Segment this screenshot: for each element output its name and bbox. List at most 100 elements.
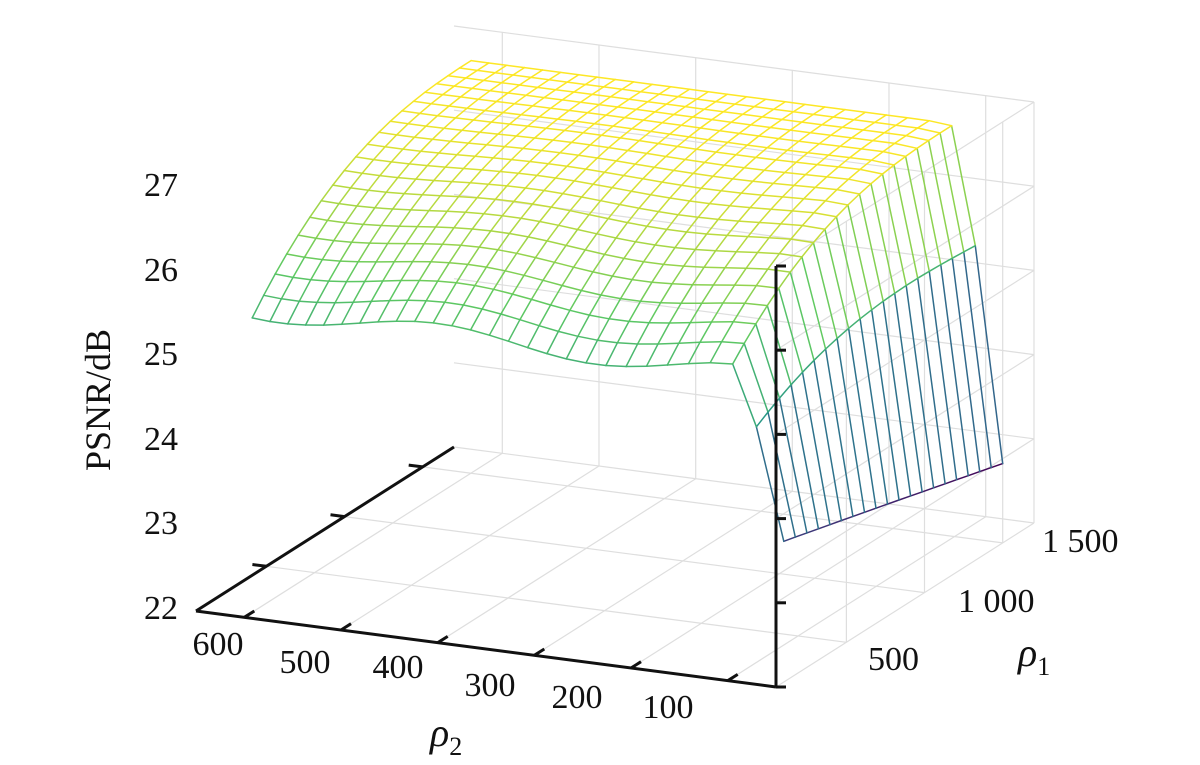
surface-mesh-segment xyxy=(588,213,609,220)
surface-mesh-segment xyxy=(849,156,873,161)
surface-mesh-segment xyxy=(746,135,760,146)
surface-mesh-segment xyxy=(784,161,798,174)
surface-mesh-segment xyxy=(724,250,738,269)
surface-mesh-segment xyxy=(850,137,874,142)
surface-mesh-segment xyxy=(642,111,656,121)
surface-mesh-segment xyxy=(600,275,614,296)
surface-mesh-segment xyxy=(743,156,757,169)
surface-mesh-segment xyxy=(451,180,471,184)
surface-mesh-segment xyxy=(545,127,566,132)
surface-mesh-segment xyxy=(251,317,271,323)
surface-mesh-segment xyxy=(412,100,432,105)
surface-mesh-segment xyxy=(837,156,851,168)
surface-mesh-segment xyxy=(462,304,483,310)
surface-mesh-segment xyxy=(542,261,556,282)
surface-mesh-segment xyxy=(579,101,600,106)
surface-mesh-segment xyxy=(744,302,769,307)
surface-mesh-segment xyxy=(592,253,606,273)
surface-mesh-segment xyxy=(511,274,525,295)
surface-mesh-segment xyxy=(531,105,552,109)
surface-mesh-segment xyxy=(940,257,954,266)
surface-mesh-segment xyxy=(772,171,786,185)
surface-mesh-segment xyxy=(492,145,506,159)
surface-mesh-segment xyxy=(274,253,288,275)
surface-mesh-segment xyxy=(497,133,518,137)
surface-mesh-segment xyxy=(546,240,567,247)
surface-mesh-segment xyxy=(816,154,830,166)
surface-mesh-segment xyxy=(684,148,698,161)
surface-mesh-segment xyxy=(840,515,854,522)
surface-mesh-segment xyxy=(469,329,491,336)
surface-mesh-segment xyxy=(781,196,805,200)
surface-mesh-segment xyxy=(623,241,637,260)
surface-mesh-segment xyxy=(696,98,717,103)
surface-mesh-segment xyxy=(508,123,529,127)
surface-mesh-segment xyxy=(362,207,376,226)
surface-mesh-segment xyxy=(504,252,518,272)
surface-mesh-segment xyxy=(561,180,576,195)
surface-mesh-segment xyxy=(502,111,522,116)
x-tick-mark xyxy=(243,609,256,619)
y-tick-mark xyxy=(330,513,345,519)
surface-mesh-segment xyxy=(580,183,594,198)
surface-mesh-segment xyxy=(585,168,606,173)
surface-mesh-segment xyxy=(357,242,371,263)
surface-mesh-segment xyxy=(508,113,522,125)
surface-mesh-segment xyxy=(699,340,723,343)
surface-mesh-segment xyxy=(939,124,953,134)
surface-mesh-segment xyxy=(378,120,392,134)
surface-mesh-segment xyxy=(600,294,622,300)
surface-mesh-segment xyxy=(804,173,828,178)
surface-mesh-segment xyxy=(863,507,877,514)
surface-mesh-segment xyxy=(703,266,726,269)
surface-mesh-segment xyxy=(625,343,639,368)
surface-mesh-segment xyxy=(676,145,698,150)
surface-mesh-segment xyxy=(600,134,622,139)
surface-mesh-segment xyxy=(397,176,417,180)
surface-mesh-segment xyxy=(403,192,424,196)
surface-mesh-segment xyxy=(746,144,768,149)
surface-mesh-segment xyxy=(522,137,536,150)
surface-mesh-segment xyxy=(870,309,900,501)
surface-mesh-segment xyxy=(575,111,589,123)
surface-mesh-segment xyxy=(455,282,476,287)
surface-mesh-segment xyxy=(395,299,409,322)
y-axis-title: ρ1 xyxy=(1016,630,1050,681)
surface-mesh-segment xyxy=(824,200,849,206)
surface-mesh-segment xyxy=(872,131,886,142)
surface-mesh-segment xyxy=(402,136,416,150)
surface-mesh-segment xyxy=(726,93,748,98)
surface-mesh-segment xyxy=(697,216,719,221)
surface-mesh-segment xyxy=(651,263,665,283)
surface-mesh-segment xyxy=(592,271,614,277)
surface-mesh-segment xyxy=(712,164,726,178)
surface-mesh-segment xyxy=(688,88,710,93)
surface-mesh-segment xyxy=(569,209,590,216)
grid-line xyxy=(453,278,1035,356)
y-tick-label: 1 500 xyxy=(1042,523,1119,560)
surface-mesh-segment xyxy=(798,140,821,145)
surface-mesh-segment xyxy=(882,292,896,302)
surface-mesh-segment xyxy=(666,342,680,366)
surface-mesh-segment xyxy=(813,359,843,522)
surface-mesh-segment xyxy=(682,265,705,268)
surface-mesh-segment xyxy=(476,197,497,201)
surface-mesh-segment xyxy=(566,165,587,170)
surface-mesh-segment xyxy=(582,132,603,136)
surface-mesh-segment xyxy=(439,194,460,198)
surface-mesh-segment xyxy=(382,260,396,282)
x-axis-title-symbol: ρ xyxy=(428,710,449,755)
surface-mesh-segment xyxy=(482,71,496,82)
surface-mesh-segment xyxy=(487,170,501,185)
surface-mesh-segment xyxy=(559,141,573,154)
surface-mesh-segment xyxy=(320,199,340,205)
surface-mesh-segment xyxy=(340,322,361,326)
surface-mesh-segment xyxy=(916,139,930,150)
surface-mesh-segment xyxy=(661,169,675,183)
surface-mesh-segment xyxy=(859,309,873,320)
surface-mesh-segment xyxy=(448,105,468,110)
surface-mesh-segment xyxy=(431,138,452,143)
surface-mesh-segment xyxy=(758,208,772,224)
surface-mesh-segment xyxy=(338,202,358,207)
surface-mesh-segment xyxy=(858,182,872,195)
